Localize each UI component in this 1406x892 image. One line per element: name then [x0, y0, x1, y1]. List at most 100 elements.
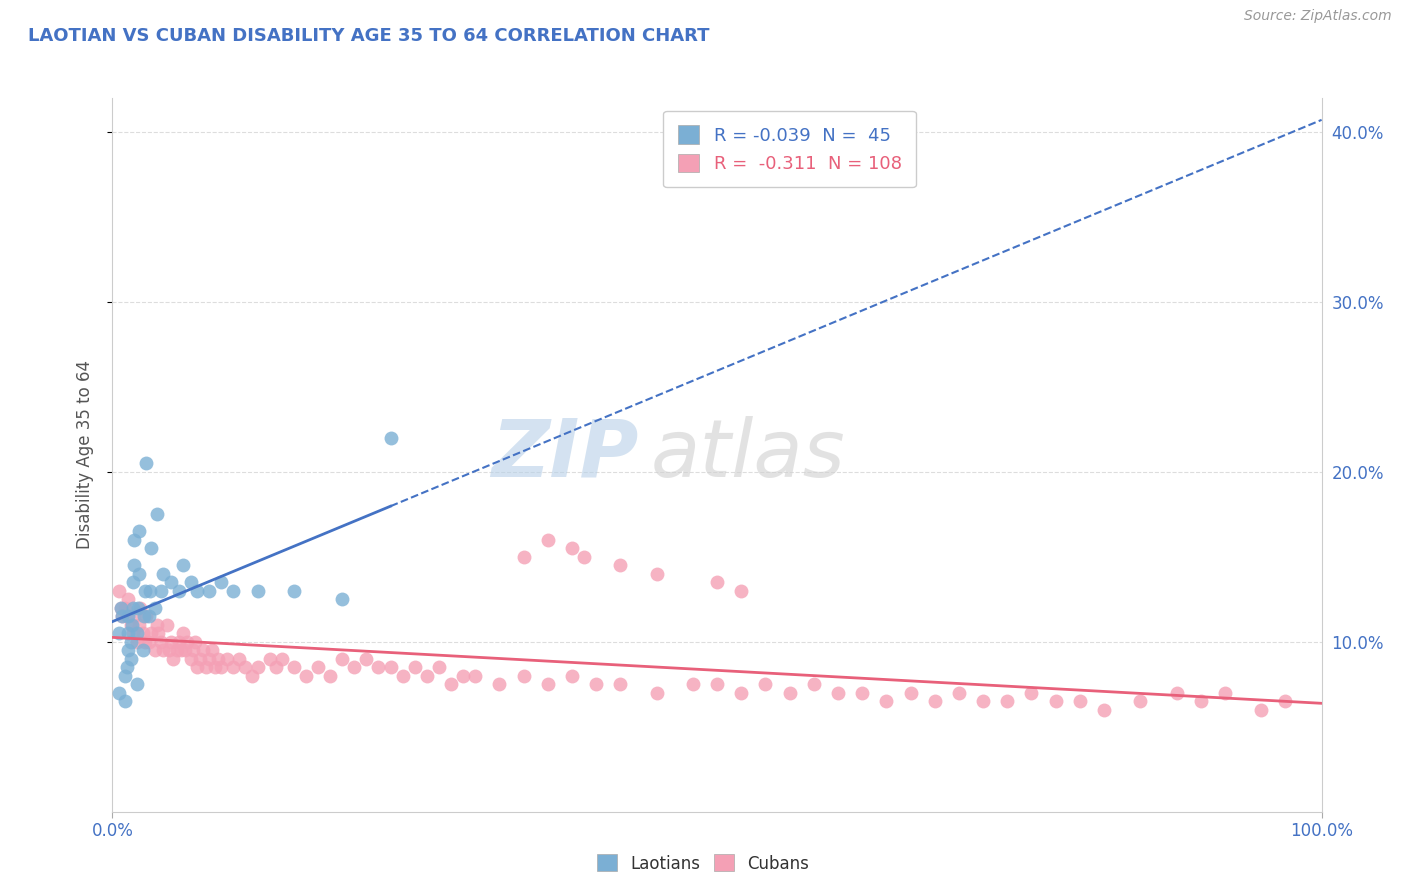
Point [803, 677, 825, 691]
Point [228, 652, 250, 666]
Point [156, 617, 179, 632]
Point [132, 643, 155, 657]
Point [176, 635, 198, 649]
Point [134, 583, 156, 598]
Point [194, 660, 217, 674]
Point [427, 660, 450, 674]
Point [645, 566, 668, 581]
Point [149, 583, 172, 598]
Point [391, 669, 413, 683]
Point [128, 617, 150, 632]
Point [122, 575, 145, 590]
Point [183, 635, 205, 649]
Point [135, 609, 157, 624]
Point [166, 643, 188, 657]
Point [259, 652, 281, 666]
Point [146, 617, 169, 632]
Point [706, 575, 728, 590]
Point [283, 583, 305, 598]
Point [143, 600, 166, 615]
Point [141, 541, 163, 556]
Point [128, 524, 150, 539]
Point [1092, 703, 1115, 717]
Point [995, 694, 1018, 708]
Point [129, 600, 152, 615]
Point [167, 635, 190, 649]
Point [143, 643, 166, 657]
Point [222, 660, 245, 674]
Point [121, 617, 143, 632]
Point [170, 643, 193, 657]
Point [572, 549, 595, 564]
Point [122, 600, 145, 615]
Point [207, 652, 229, 666]
Point [122, 609, 145, 624]
Point [122, 626, 145, 640]
Point [191, 643, 214, 657]
Point [157, 643, 180, 657]
Point [141, 626, 163, 640]
Point [209, 575, 232, 590]
Point [307, 660, 329, 674]
Point [356, 652, 378, 666]
Point [149, 635, 172, 649]
Point [122, 558, 145, 573]
Point [111, 609, 134, 624]
Point [295, 669, 318, 683]
Point [512, 669, 534, 683]
Point [120, 617, 142, 632]
Y-axis label: Disability Age 35 to 64: Disability Age 35 to 64 [76, 360, 94, 549]
Point [125, 635, 148, 649]
Point [1045, 694, 1067, 708]
Point [754, 677, 776, 691]
Point [512, 549, 534, 564]
Point [134, 635, 156, 649]
Point [138, 609, 160, 624]
Point [201, 643, 224, 657]
Point [561, 541, 583, 556]
Point [148, 626, 170, 640]
Point [152, 643, 174, 657]
Point [827, 686, 849, 700]
Text: LAOTIAN VS CUBAN DISABILITY AGE 35 TO 64 CORRELATION CHART: LAOTIAN VS CUBAN DISABILITY AGE 35 TO 64… [28, 27, 710, 45]
Point [1274, 694, 1296, 708]
Text: Source: ZipAtlas.com: Source: ZipAtlas.com [1244, 9, 1392, 23]
Legend: R = -0.039  N =  45, R =  -0.311  N = 108: R = -0.039 N = 45, R = -0.311 N = 108 [664, 111, 917, 187]
Point [537, 677, 560, 691]
Point [319, 669, 342, 683]
Point [159, 575, 181, 590]
Point [125, 677, 148, 691]
Point [1021, 686, 1043, 700]
Point [972, 694, 994, 708]
Point [645, 686, 668, 700]
Point [217, 652, 239, 666]
Point [146, 508, 169, 522]
Point [222, 583, 245, 598]
Point [127, 600, 149, 615]
Point [110, 600, 132, 615]
Point [330, 592, 353, 607]
Point [209, 660, 232, 674]
Point [609, 677, 631, 691]
Point [128, 566, 150, 581]
Point [682, 677, 704, 691]
Text: atlas: atlas [651, 416, 845, 494]
Point [186, 583, 208, 598]
Point [246, 583, 269, 598]
Point [111, 609, 134, 624]
Point [107, 626, 129, 640]
Point [1250, 703, 1272, 717]
Point [1069, 694, 1091, 708]
Point [451, 669, 474, 683]
Point [924, 694, 946, 708]
Point [1189, 694, 1212, 708]
Point [120, 635, 142, 649]
Point [174, 643, 197, 657]
Point [125, 626, 148, 640]
Point [380, 660, 402, 674]
Point [948, 686, 970, 700]
Point [264, 660, 287, 674]
Point [139, 583, 162, 598]
Point [730, 583, 752, 598]
Point [132, 626, 155, 640]
